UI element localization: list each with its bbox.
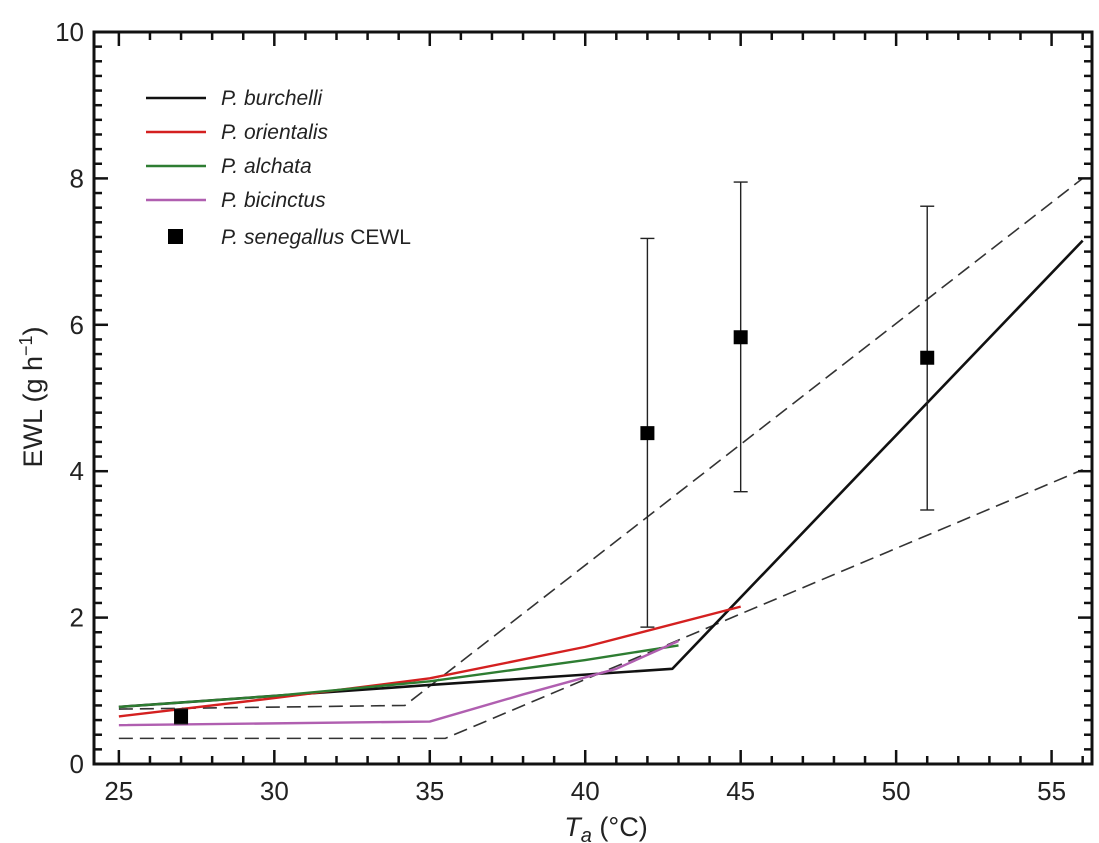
data-point-1 — [174, 709, 189, 724]
x-tick-label: 40 — [571, 776, 600, 806]
legend-label-senegallus-suffix: CEWL — [344, 226, 411, 249]
legend: P. burchelli P. orientalis P. alchata P.… — [146, 87, 411, 249]
x-tick-label: 55 — [1037, 776, 1066, 806]
legend-item-orientalis: P. orientalis — [146, 121, 329, 144]
data-point-4 — [920, 350, 935, 365]
legend-label-orientalis: P. orientalis — [221, 121, 329, 144]
x-axis-label-symbol: T — [564, 812, 583, 842]
legend-item-alchata: P. alchata — [146, 155, 312, 178]
scatter-points — [174, 330, 935, 724]
x-tick-label: 45 — [726, 776, 755, 806]
y-tick-label: 4 — [70, 456, 84, 486]
x-tick-label: 30 — [260, 776, 289, 806]
reference-line-2 — [118, 468, 1083, 740]
y-axis-label-close: ) — [18, 326, 48, 335]
x-tick-label: 25 — [104, 776, 133, 806]
legend-swatch-senegallus — [168, 229, 183, 244]
legend-label-senegallus-species: P. senegallus — [221, 226, 345, 249]
series-line-alchata — [118, 644, 679, 709]
x-axis-label-subscript: a — [581, 825, 592, 843]
y-axis-label-main: EWL (g h — [18, 356, 48, 468]
series-line-bicinctus — [118, 639, 679, 727]
legend-label-bicinctus: P. bicinctus — [221, 189, 326, 212]
legend-item-senegallus: P. senegallus CEWL — [168, 226, 411, 249]
x-tick-label: 35 — [415, 776, 444, 806]
y-tick-labels: 0 2 4 6 8 10 — [55, 17, 84, 779]
y-tick-label: 6 — [70, 310, 84, 340]
y-tick-label: 8 — [70, 163, 84, 193]
legend-label-alchata: P. alchata — [221, 155, 312, 178]
legend-item-burchelli: P. burchelli — [146, 87, 324, 110]
legend-label-burchelli: P. burchelli — [221, 87, 324, 110]
y-axis-label-superscript: −1 — [16, 335, 36, 356]
y-axis-label: EWL (g h−1) — [16, 326, 48, 467]
axis-ticks — [94, 30, 1092, 766]
series-lines — [118, 239, 1084, 727]
y-tick-label: 0 — [70, 749, 84, 779]
data-point-2 — [640, 426, 655, 441]
x-tick-label: 50 — [882, 776, 911, 806]
y-tick-label: 2 — [70, 603, 84, 633]
reference-line-1 — [118, 177, 1084, 710]
legend-item-bicinctus: P. bicinctus — [146, 189, 326, 212]
legend-label-senegallus: P. senegallus CEWL — [221, 226, 411, 249]
x-tick-labels: 25 30 35 40 45 50 55 — [104, 776, 1066, 806]
x-axis-label-unit: (°C) — [592, 812, 648, 842]
y-tick-label: 10 — [55, 17, 84, 47]
x-axis-label: Ta (°C) — [564, 812, 647, 843]
series-line-orientalis — [118, 605, 741, 718]
reference-lines — [118, 177, 1084, 740]
data-point-3 — [733, 330, 748, 345]
